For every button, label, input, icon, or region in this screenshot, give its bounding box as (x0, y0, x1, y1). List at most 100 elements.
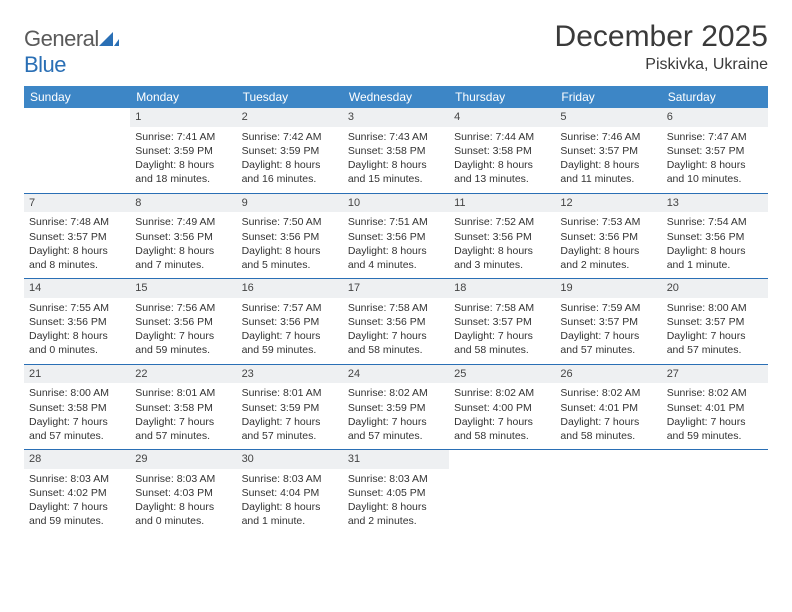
day-number: 29 (130, 450, 236, 469)
sunset-text: Sunset: 4:04 PM (242, 486, 338, 500)
sunrise-text: Sunrise: 7:54 AM (667, 215, 763, 229)
sunset-text: Sunset: 4:02 PM (29, 486, 125, 500)
day-cell: 3Sunrise: 7:43 AMSunset: 3:58 PMDaylight… (343, 108, 449, 193)
daylight-text: Daylight: 8 hours (29, 329, 125, 343)
day-body: Sunrise: 8:02 AMSunset: 4:01 PMDaylight:… (662, 383, 768, 449)
daylight-text: Daylight: 7 hours (560, 415, 656, 429)
day-number: 26 (555, 365, 661, 384)
day-body: Sunrise: 8:02 AMSunset: 4:01 PMDaylight:… (555, 383, 661, 449)
day-cell: 8Sunrise: 7:49 AMSunset: 3:56 PMDaylight… (130, 194, 236, 279)
day-body: Sunrise: 7:42 AMSunset: 3:59 PMDaylight:… (237, 127, 343, 193)
daylight-text: Daylight: 7 hours (242, 415, 338, 429)
daylight-text: Daylight: 8 hours (242, 500, 338, 514)
daylight-text: and 18 minutes. (135, 172, 231, 186)
daylight-text: and 57 minutes. (560, 343, 656, 357)
sunset-text: Sunset: 3:56 PM (560, 230, 656, 244)
sunset-text: Sunset: 3:58 PM (29, 401, 125, 415)
day-of-week-header: Tuesday (237, 86, 343, 108)
day-body: Sunrise: 7:55 AMSunset: 3:56 PMDaylight:… (24, 298, 130, 364)
daylight-text: and 4 minutes. (348, 258, 444, 272)
sunrise-text: Sunrise: 7:57 AM (242, 301, 338, 315)
day-body: Sunrise: 7:52 AMSunset: 3:56 PMDaylight:… (449, 212, 555, 278)
brand-name-a: General (24, 26, 99, 51)
day-of-week-row: SundayMondayTuesdayWednesdayThursdayFrid… (24, 86, 768, 108)
day-body: Sunrise: 8:00 AMSunset: 3:58 PMDaylight:… (24, 383, 130, 449)
daylight-text: Daylight: 8 hours (242, 244, 338, 258)
sunset-text: Sunset: 3:59 PM (242, 401, 338, 415)
sunrise-text: Sunrise: 7:58 AM (348, 301, 444, 315)
day-cell: 23Sunrise: 8:01 AMSunset: 3:59 PMDayligh… (237, 365, 343, 450)
daylight-text: and 16 minutes. (242, 172, 338, 186)
day-cell: 25Sunrise: 8:02 AMSunset: 4:00 PMDayligh… (449, 365, 555, 450)
sunrise-text: Sunrise: 8:01 AM (135, 386, 231, 400)
month-title: December 2025 (555, 20, 768, 54)
daylight-text: Daylight: 8 hours (454, 244, 550, 258)
day-cell: 17Sunrise: 7:58 AMSunset: 3:56 PMDayligh… (343, 279, 449, 364)
daylight-text: and 11 minutes. (560, 172, 656, 186)
daylight-text: Daylight: 7 hours (348, 415, 444, 429)
daylight-text: and 58 minutes. (348, 343, 444, 357)
day-number: 10 (343, 194, 449, 213)
daylight-text: and 58 minutes. (454, 343, 550, 357)
sunrise-text: Sunrise: 8:02 AM (560, 386, 656, 400)
sunset-text: Sunset: 4:05 PM (348, 486, 444, 500)
day-body: Sunrise: 7:50 AMSunset: 3:56 PMDaylight:… (237, 212, 343, 278)
daylight-text: and 7 minutes. (135, 258, 231, 272)
daylight-text: Daylight: 7 hours (29, 500, 125, 514)
daylight-text: Daylight: 7 hours (454, 329, 550, 343)
sunset-text: Sunset: 3:57 PM (667, 315, 763, 329)
sunset-text: Sunset: 3:56 PM (29, 315, 125, 329)
sunset-text: Sunset: 3:56 PM (135, 315, 231, 329)
day-cell: 4Sunrise: 7:44 AMSunset: 3:58 PMDaylight… (449, 108, 555, 193)
empty-cell (449, 450, 555, 535)
day-of-week-header: Saturday (662, 86, 768, 108)
sunrise-text: Sunrise: 8:02 AM (454, 386, 550, 400)
daylight-text: and 2 minutes. (348, 514, 444, 528)
daylight-text: and 59 minutes. (29, 514, 125, 528)
brand-logo: GeneralBlue (24, 26, 119, 78)
day-body: Sunrise: 7:51 AMSunset: 3:56 PMDaylight:… (343, 212, 449, 278)
sunrise-text: Sunrise: 7:55 AM (29, 301, 125, 315)
daylight-text: Daylight: 8 hours (560, 158, 656, 172)
brand-name-b: Blue (24, 52, 66, 77)
daylight-text: and 3 minutes. (454, 258, 550, 272)
daylight-text: and 57 minutes. (667, 343, 763, 357)
daylight-text: Daylight: 8 hours (454, 158, 550, 172)
sunrise-text: Sunrise: 8:02 AM (348, 386, 444, 400)
daylight-text: and 57 minutes. (348, 429, 444, 443)
daylight-text: Daylight: 7 hours (348, 329, 444, 343)
daylight-text: Daylight: 7 hours (560, 329, 656, 343)
sunrise-text: Sunrise: 7:47 AM (667, 130, 763, 144)
day-cell: 7Sunrise: 7:48 AMSunset: 3:57 PMDaylight… (24, 194, 130, 279)
day-body: Sunrise: 7:58 AMSunset: 3:57 PMDaylight:… (449, 298, 555, 364)
day-body: Sunrise: 8:00 AMSunset: 3:57 PMDaylight:… (662, 298, 768, 364)
day-cell: 19Sunrise: 7:59 AMSunset: 3:57 PMDayligh… (555, 279, 661, 364)
weeks-container: 1Sunrise: 7:41 AMSunset: 3:59 PMDaylight… (24, 108, 768, 535)
sunset-text: Sunset: 3:56 PM (348, 315, 444, 329)
brand-name: GeneralBlue (24, 26, 119, 78)
day-number: 5 (555, 108, 661, 127)
day-number: 12 (555, 194, 661, 213)
sunrise-text: Sunrise: 7:48 AM (29, 215, 125, 229)
week-row: 21Sunrise: 8:00 AMSunset: 3:58 PMDayligh… (24, 365, 768, 451)
day-cell: 24Sunrise: 8:02 AMSunset: 3:59 PMDayligh… (343, 365, 449, 450)
day-number: 4 (449, 108, 555, 127)
day-cell: 10Sunrise: 7:51 AMSunset: 3:56 PMDayligh… (343, 194, 449, 279)
day-cell: 12Sunrise: 7:53 AMSunset: 3:56 PMDayligh… (555, 194, 661, 279)
day-cell: 15Sunrise: 7:56 AMSunset: 3:56 PMDayligh… (130, 279, 236, 364)
day-number: 21 (24, 365, 130, 384)
daylight-text: and 58 minutes. (560, 429, 656, 443)
daylight-text: and 13 minutes. (454, 172, 550, 186)
sunrise-text: Sunrise: 7:58 AM (454, 301, 550, 315)
sunrise-text: Sunrise: 8:02 AM (667, 386, 763, 400)
day-cell: 5Sunrise: 7:46 AMSunset: 3:57 PMDaylight… (555, 108, 661, 193)
day-of-week-header: Wednesday (343, 86, 449, 108)
sunrise-text: Sunrise: 7:51 AM (348, 215, 444, 229)
day-body: Sunrise: 7:49 AMSunset: 3:56 PMDaylight:… (130, 212, 236, 278)
sunrise-text: Sunrise: 7:56 AM (135, 301, 231, 315)
day-number: 24 (343, 365, 449, 384)
sunrise-text: Sunrise: 8:03 AM (135, 472, 231, 486)
logo-sail-icon (99, 26, 119, 51)
daylight-text: Daylight: 8 hours (135, 244, 231, 258)
day-number: 1 (130, 108, 236, 127)
